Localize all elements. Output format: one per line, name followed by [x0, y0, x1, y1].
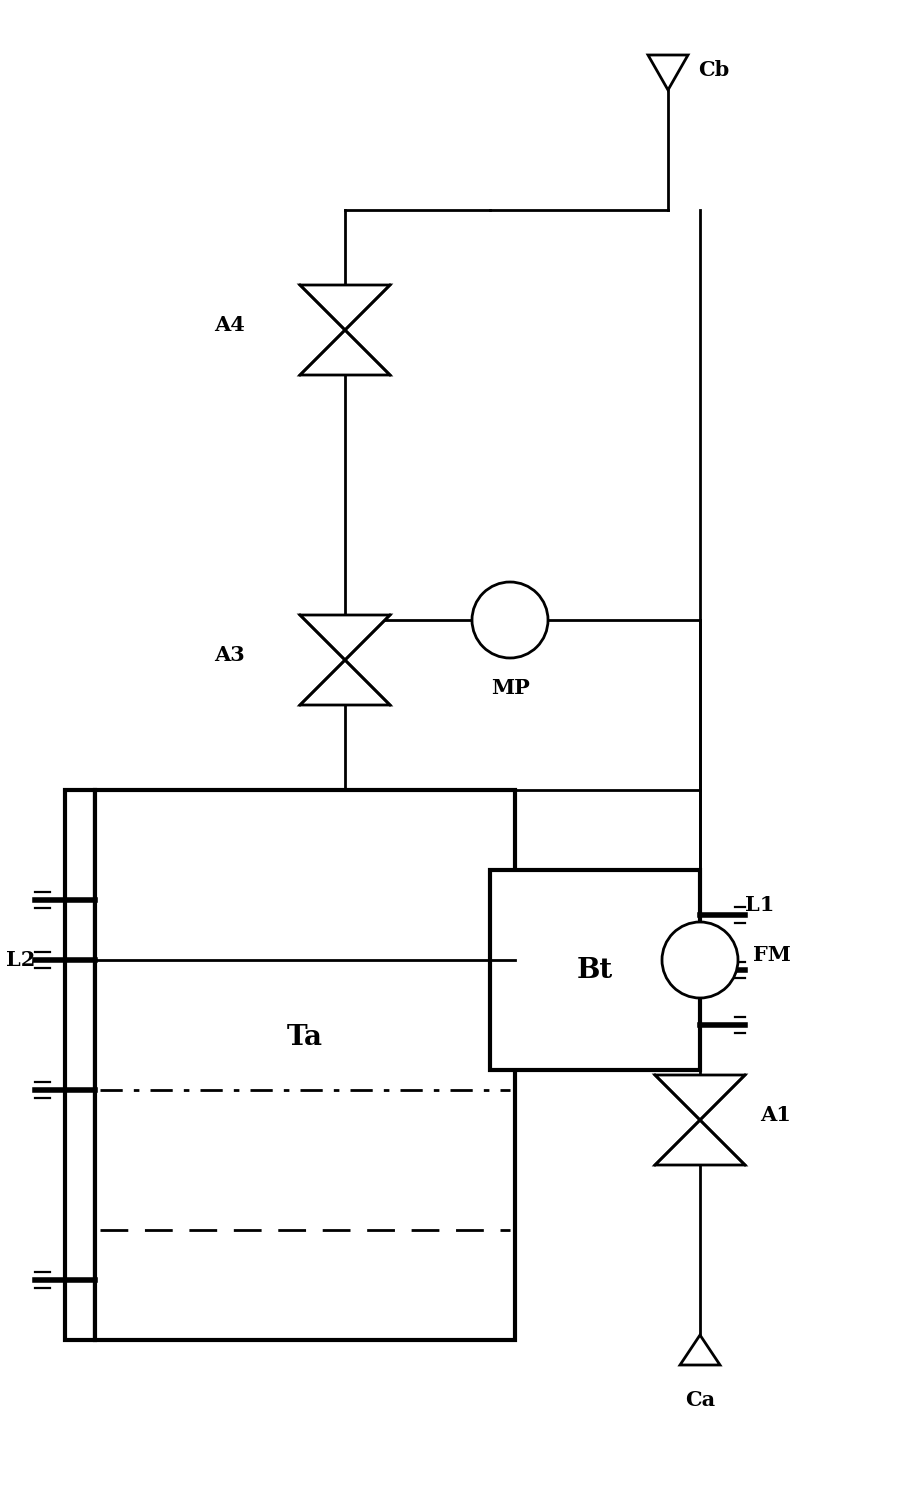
Bar — [65, 789, 95, 1340]
Polygon shape — [300, 330, 390, 375]
Text: Ta: Ta — [287, 1024, 323, 1051]
Polygon shape — [655, 1120, 745, 1165]
Circle shape — [662, 922, 738, 999]
Text: A3: A3 — [214, 644, 245, 665]
Polygon shape — [300, 286, 390, 330]
Circle shape — [472, 582, 548, 658]
Text: MP: MP — [491, 679, 530, 698]
Bar — [95, 789, 515, 1340]
Polygon shape — [300, 614, 390, 659]
Text: L1: L1 — [745, 896, 774, 915]
Polygon shape — [300, 659, 390, 706]
Text: Bt: Bt — [577, 957, 613, 984]
Bar — [490, 870, 700, 1070]
Text: A1: A1 — [760, 1105, 791, 1126]
Text: FM: FM — [753, 945, 791, 964]
Text: A4: A4 — [214, 315, 245, 335]
Text: Cb: Cb — [698, 60, 729, 81]
Polygon shape — [655, 1075, 745, 1120]
Text: L2: L2 — [5, 949, 35, 970]
Text: Ca: Ca — [685, 1390, 715, 1410]
